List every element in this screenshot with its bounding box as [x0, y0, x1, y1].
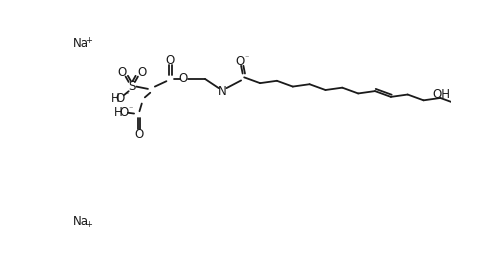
Text: Na: Na: [73, 215, 89, 228]
Text: O: O: [235, 55, 244, 68]
Text: O: O: [178, 72, 187, 85]
Text: O: O: [165, 54, 174, 67]
Text: O: O: [117, 66, 126, 79]
Text: +: +: [85, 36, 92, 45]
Text: Na: Na: [73, 37, 89, 50]
Text: N: N: [218, 85, 226, 98]
Text: S: S: [128, 80, 135, 93]
Text: OH: OH: [432, 88, 450, 101]
Text: O: O: [119, 106, 128, 119]
Text: ⁻: ⁻: [128, 105, 132, 113]
Text: O: O: [137, 66, 146, 79]
Text: H: H: [111, 92, 120, 105]
Text: O: O: [115, 92, 125, 105]
Text: ⁻: ⁻: [244, 54, 248, 63]
Text: O: O: [134, 128, 143, 141]
Text: ⁻: ⁻: [124, 90, 128, 99]
Text: +: +: [85, 220, 92, 229]
Text: H: H: [113, 106, 122, 119]
